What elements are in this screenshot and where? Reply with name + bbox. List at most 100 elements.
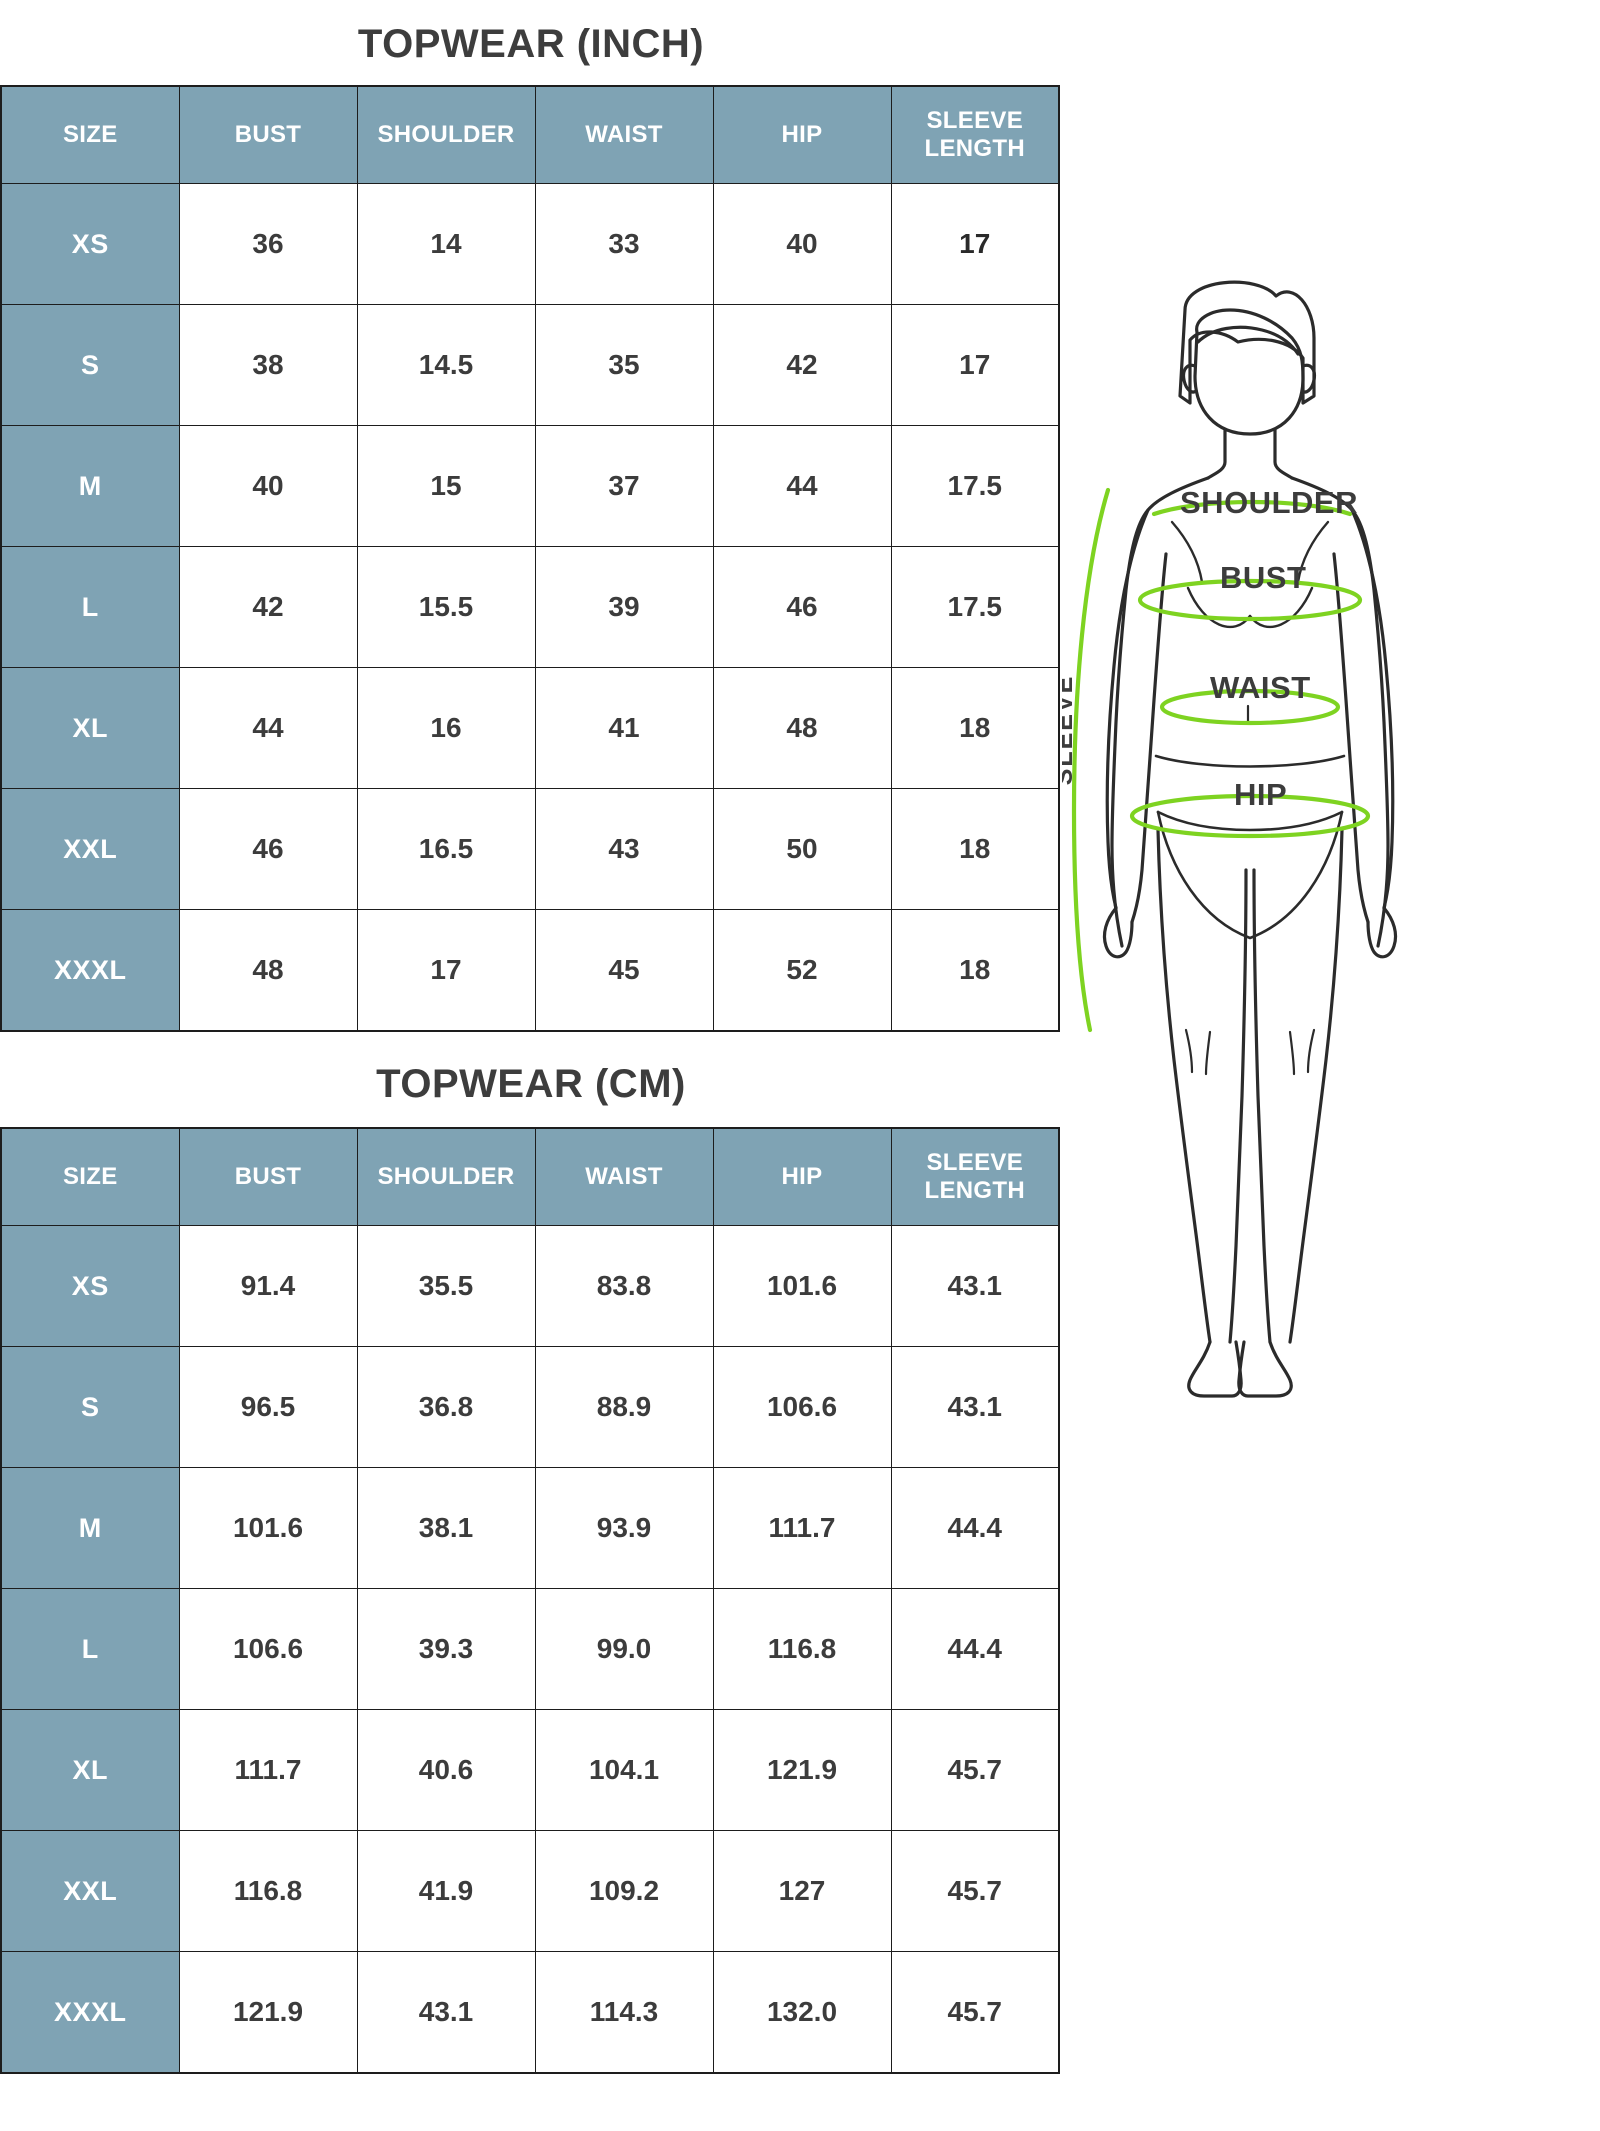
- column-header-hip: HIP: [712, 85, 892, 184]
- cell-hip: 40: [712, 183, 892, 305]
- cell-shoulder: 15.5: [356, 546, 536, 668]
- label-shoulder: SHOULDER: [1180, 485, 1358, 520]
- column-header-size: SIZE: [0, 85, 180, 184]
- tables-column: TOPWEAR (INCH) SIZE BUST SHOULDER WAIST …: [0, 22, 1060, 2074]
- cell-bust: 91.4: [178, 1225, 358, 1347]
- table-row: L 42 15.5 39 46 17.5: [0, 546, 1060, 668]
- cell-waist: 39: [534, 546, 714, 668]
- cell-bust: 44: [178, 667, 358, 789]
- size-label: XL: [0, 1709, 180, 1831]
- topwear-cm-table: SIZE BUST SHOULDER WAIST HIP SLEEVE LENG…: [0, 1127, 1060, 2074]
- size-label: XS: [0, 183, 180, 305]
- sleeve-measure-line: [1071, 487, 1111, 1033]
- size-label: XXXL: [0, 1951, 180, 2074]
- cell-sleeve: 17: [890, 304, 1060, 426]
- table-row: XS 36 14 33 40 17: [0, 183, 1060, 305]
- cell-bust: 42: [178, 546, 358, 668]
- table-row: XXL 116.8 41.9 109.2 127 45.7: [0, 1830, 1060, 1952]
- cell-sleeve: 45.7: [890, 1830, 1060, 1952]
- table-row: XXXL 121.9 43.1 114.3 132.0 45.7: [0, 1951, 1060, 2074]
- hip-measure-line: [1129, 793, 1371, 839]
- female-body-outline: [1102, 280, 1398, 1398]
- column-header-waist: WAIST: [534, 1127, 714, 1226]
- cell-bust: 48: [178, 909, 358, 1032]
- table-row: L 106.6 39.3 99.0 116.8 44.4: [0, 1588, 1060, 1710]
- cell-bust: 121.9: [178, 1951, 358, 2074]
- cell-sleeve: 44.4: [890, 1467, 1060, 1589]
- cell-waist: 99.0: [534, 1588, 714, 1710]
- cell-hip: 116.8: [712, 1588, 892, 1710]
- cell-hip: 50: [712, 788, 892, 910]
- cell-shoulder: 38.1: [356, 1467, 536, 1589]
- cell-sleeve: 18: [890, 909, 1060, 1032]
- bust-measure-line: [1137, 578, 1363, 622]
- cell-bust: 38: [178, 304, 358, 426]
- cell-shoulder: 15: [356, 425, 536, 547]
- cell-sleeve: 44.4: [890, 1588, 1060, 1710]
- cell-sleeve: 17.5: [890, 546, 1060, 668]
- cell-shoulder: 41.9: [356, 1830, 536, 1952]
- cell-hip: 111.7: [712, 1467, 892, 1589]
- table-row: M 40 15 37 44 17.5: [0, 425, 1060, 547]
- cell-shoulder: 16.5: [356, 788, 536, 910]
- size-label: XL: [0, 667, 180, 789]
- cell-hip: 127: [712, 1830, 892, 1952]
- measurement-figure: SHOULDER BUST WAIST HIP SLEEVE: [1062, 270, 1600, 1430]
- size-label: L: [0, 1588, 180, 1710]
- column-header-bust: BUST: [178, 1127, 358, 1226]
- table-row: S 38 14.5 35 42 17: [0, 304, 1060, 426]
- cell-waist: 83.8: [534, 1225, 714, 1347]
- cell-shoulder: 17: [356, 909, 536, 1032]
- size-label: S: [0, 1346, 180, 1468]
- cell-hip: 46: [712, 546, 892, 668]
- table-row: M 101.6 38.1 93.9 111.7 44.4: [0, 1467, 1060, 1589]
- cell-shoulder: 16: [356, 667, 536, 789]
- cell-waist: 37: [534, 425, 714, 547]
- cell-waist: 114.3: [534, 1951, 714, 2074]
- cell-bust: 40: [178, 425, 358, 547]
- cell-waist: 93.9: [534, 1467, 714, 1589]
- size-label: M: [0, 1467, 180, 1589]
- label-bust: BUST: [1220, 560, 1306, 595]
- column-header-shoulder: SHOULDER: [356, 85, 536, 184]
- column-header-sleeve-length: SLEEVE LENGTH: [890, 85, 1060, 184]
- table-header-row: SIZE BUST SHOULDER WAIST HIP SLEEVE LENG…: [0, 1127, 1060, 1226]
- cell-hip: 52: [712, 909, 892, 1032]
- figure-column: SHOULDER BUST WAIST HIP SLEEVE: [1062, 0, 1600, 2131]
- inch-table-title: TOPWEAR (INCH): [357, 22, 705, 66]
- label-waist: WAIST: [1210, 670, 1311, 705]
- shoulder-measure-line: [1151, 499, 1353, 517]
- size-label: XXL: [0, 788, 180, 910]
- size-label: XXL: [0, 1830, 180, 1952]
- cell-sleeve: 45.7: [890, 1951, 1060, 2074]
- column-header-hip: HIP: [712, 1127, 892, 1226]
- cell-hip: 106.6: [712, 1346, 892, 1468]
- cell-bust: 36: [178, 183, 358, 305]
- cell-sleeve: 17.5: [890, 425, 1060, 547]
- table-row: XXXL 48 17 45 52 18: [0, 909, 1060, 1032]
- cell-shoulder: 35.5: [356, 1225, 536, 1347]
- column-header-size: SIZE: [0, 1127, 180, 1226]
- column-header-shoulder: SHOULDER: [356, 1127, 536, 1226]
- cell-shoulder: 14.5: [356, 304, 536, 426]
- topwear-inch-table: SIZE BUST SHOULDER WAIST HIP SLEEVE LENG…: [0, 85, 1060, 1032]
- cell-sleeve: 43.1: [890, 1225, 1060, 1347]
- cell-shoulder: 43.1: [356, 1951, 536, 2074]
- cell-shoulder: 39.3: [356, 1588, 536, 1710]
- table-row: S 96.5 36.8 88.9 106.6 43.1: [0, 1346, 1060, 1468]
- table-row: XS 91.4 35.5 83.8 101.6 43.1: [0, 1225, 1060, 1347]
- cell-waist: 43: [534, 788, 714, 910]
- cm-table-title: TOPWEAR (CM): [376, 1062, 686, 1106]
- cell-sleeve: 18: [890, 667, 1060, 789]
- cell-waist: 33: [534, 183, 714, 305]
- table-row: XL 44 16 41 48 18: [0, 667, 1060, 789]
- label-hip: HIP: [1234, 777, 1287, 812]
- cell-waist: 45: [534, 909, 714, 1032]
- column-header-waist: WAIST: [534, 85, 714, 184]
- cell-bust: 111.7: [178, 1709, 358, 1831]
- cell-bust: 106.6: [178, 1588, 358, 1710]
- cell-hip: 42: [712, 304, 892, 426]
- cell-sleeve: 17: [890, 183, 1060, 305]
- cell-hip: 101.6: [712, 1225, 892, 1347]
